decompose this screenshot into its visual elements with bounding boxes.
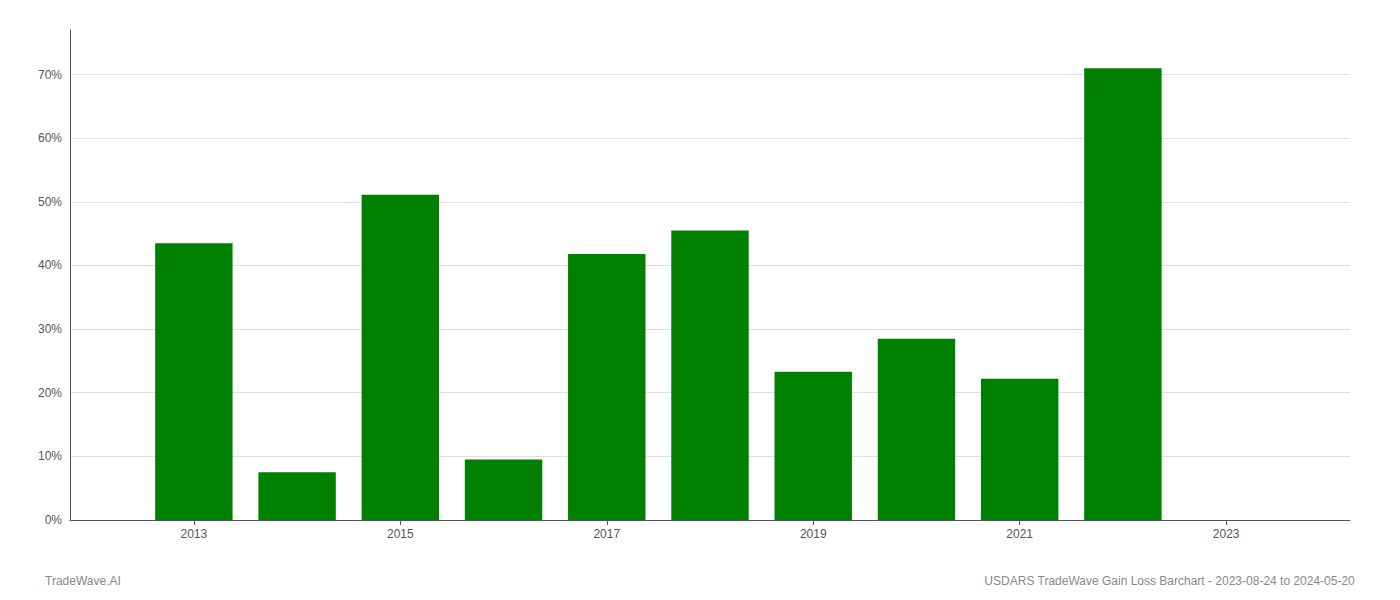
svg-text:0%: 0% [45,513,63,527]
svg-text:2017: 2017 [593,527,620,541]
svg-text:60%: 60% [38,131,62,145]
svg-text:USDARS TradeWave Gain Loss Bar: USDARS TradeWave Gain Loss Barchart - 20… [984,574,1355,588]
svg-text:TradeWave.AI: TradeWave.AI [45,574,121,588]
svg-text:2023: 2023 [1213,527,1240,541]
svg-text:40%: 40% [38,258,62,272]
svg-text:2021: 2021 [1006,527,1033,541]
svg-text:70%: 70% [38,68,62,82]
svg-text:10%: 10% [38,449,62,463]
svg-text:20%: 20% [38,386,62,400]
svg-text:2015: 2015 [387,527,414,541]
svg-text:2013: 2013 [181,527,208,541]
svg-text:50%: 50% [38,195,62,209]
svg-text:30%: 30% [38,322,62,336]
svg-text:2019: 2019 [800,527,827,541]
